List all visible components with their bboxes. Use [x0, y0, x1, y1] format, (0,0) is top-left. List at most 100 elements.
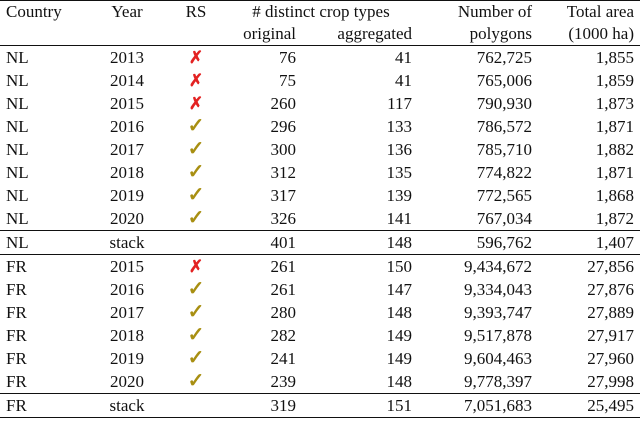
- cell-rs: ✓: [168, 115, 224, 138]
- cell-original: 239: [270, 372, 297, 391]
- cell-year: 2020: [110, 209, 144, 228]
- header-rs: RS: [185, 2, 207, 21]
- table-row: NL 2018 ✓ 312 135 774,822 1,871: [0, 161, 640, 184]
- cell-country: FR: [6, 303, 27, 322]
- check-mark-icon: ✓: [187, 115, 205, 137]
- cross-mark-icon: ✗: [188, 48, 204, 67]
- check-mark-icon: ✓: [187, 370, 205, 392]
- cell-original: 300: [270, 140, 297, 159]
- cell-total-area: 1,873: [595, 94, 634, 113]
- cell-rs: ✓: [168, 370, 224, 394]
- cell-polygons: 7,051,683: [418, 393, 538, 418]
- cell-country: FR: [6, 349, 27, 368]
- cell-country: NL: [6, 140, 29, 159]
- check-mark-icon: ✓: [187, 324, 205, 346]
- header-total-area: Total area: [566, 2, 634, 21]
- cell-original: 326: [270, 209, 297, 228]
- header-empty: [86, 23, 168, 46]
- cell-aggregated: 135: [386, 163, 413, 182]
- cell-rs: ✓: [168, 324, 224, 347]
- check-mark-icon: ✓: [187, 347, 205, 369]
- cell-aggregated: 149: [386, 326, 413, 345]
- cell-original: 280: [270, 303, 297, 322]
- cell-aggregated: 148: [386, 303, 413, 322]
- cell-polygons: 9,393,747: [464, 303, 532, 322]
- cell-country: FR: [6, 372, 27, 391]
- cell-aggregated: 133: [386, 117, 413, 136]
- cell-year: 2016: [110, 280, 144, 299]
- table-row: FR 2019 ✓ 241 149 9,604,463 27,960: [0, 347, 640, 370]
- cell-polygons: 772,565: [476, 186, 532, 205]
- cell-year: 2015: [110, 94, 144, 113]
- check-mark-icon: ✓: [187, 278, 205, 300]
- check-mark-icon: ✓: [187, 184, 205, 206]
- header-total-area-unit: (1000 ha): [568, 24, 634, 43]
- header-empty: [168, 23, 224, 46]
- cell-rs: ✗: [168, 254, 224, 278]
- table-row: FR 2018 ✓ 282 149 9,517,878 27,917: [0, 324, 640, 347]
- cell-country: NL: [0, 230, 86, 255]
- header-number-of: Number of: [457, 2, 532, 21]
- cell-year: 2019: [110, 349, 144, 368]
- cell-aggregated: 141: [386, 209, 413, 228]
- table-row: FR 2015 ✗ 261 150 9,434,672 27,856: [0, 254, 640, 278]
- cell-total-area: 1,407: [538, 230, 640, 255]
- cell-polygons: 762,725: [476, 48, 532, 67]
- cell-rs: ✓: [168, 184, 224, 207]
- table-row: FR 2020 ✓ 239 148 9,778,397 27,998: [0, 370, 640, 394]
- cell-polygons: 765,006: [476, 71, 532, 90]
- cell-year: 2016: [110, 117, 144, 136]
- cell-aggregated: 148: [302, 230, 418, 255]
- cell-original: 261: [224, 254, 302, 278]
- cell-country: NL: [6, 71, 29, 90]
- cell-country: FR: [0, 254, 86, 278]
- cell-year: 2017: [110, 303, 144, 322]
- cell-polygons: 774,822: [476, 163, 532, 182]
- cell-aggregated: 147: [386, 280, 413, 299]
- table-row: NL 2017 ✓ 300 136 785,710 1,882: [0, 138, 640, 161]
- cell-country: FR: [6, 326, 27, 345]
- cell-total-area: 1,882: [595, 140, 634, 159]
- cell-original: 296: [270, 117, 297, 136]
- cell-original: 76: [279, 48, 296, 67]
- cell-rs: ✓: [168, 161, 224, 184]
- cell-country: NL: [6, 186, 29, 205]
- cell-rs: ✓: [168, 138, 224, 161]
- check-mark-icon: ✓: [187, 301, 205, 323]
- cell-rs: ✓: [168, 207, 224, 231]
- header-country: Country: [6, 2, 62, 21]
- cell-year: 2019: [110, 186, 144, 205]
- header-polygons: polygons: [469, 24, 532, 43]
- cell-original: 319: [224, 393, 302, 418]
- cell-year: 2018: [110, 163, 144, 182]
- cell-aggregated: 151: [302, 393, 418, 418]
- cell-polygons: 596,762: [418, 230, 538, 255]
- cell-year: stack: [86, 230, 168, 255]
- header-original: original: [243, 24, 296, 43]
- cell-year: 2017: [110, 140, 144, 159]
- table-row: NL 2019 ✓ 317 139 772,565 1,868: [0, 184, 640, 207]
- cell-original: 260: [270, 94, 297, 113]
- cell-year: 2020: [110, 372, 144, 391]
- cell-country: FR: [6, 280, 27, 299]
- header-distinct-crop-types: # distinct crop types: [252, 2, 390, 21]
- cell-polygons: 767,034: [476, 209, 532, 228]
- cell-polygons: 786,572: [476, 117, 532, 136]
- cell-year: 2013: [110, 48, 144, 67]
- cell-aggregated: 41: [395, 48, 412, 67]
- table-row: FR 2017 ✓ 280 148 9,393,747 27,889: [0, 301, 640, 324]
- check-mark-icon: ✓: [187, 207, 205, 229]
- cell-total-area: 27,998: [587, 372, 634, 391]
- cell-total-area: 1,872: [595, 209, 634, 228]
- cell-total-area: 25,495: [538, 393, 640, 418]
- table-row: NL 2016 ✓ 296 133 786,572 1,871: [0, 115, 640, 138]
- cell-aggregated: 149: [386, 349, 413, 368]
- cell-total-area: 1,871: [595, 163, 634, 182]
- cell-polygons: 9,604,463: [464, 349, 532, 368]
- cell-country: NL: [6, 48, 29, 67]
- cell-original: 401: [224, 230, 302, 255]
- cell-aggregated: 148: [386, 372, 413, 391]
- check-mark-icon: ✓: [187, 138, 205, 160]
- cell-total-area: 27,876: [587, 280, 634, 299]
